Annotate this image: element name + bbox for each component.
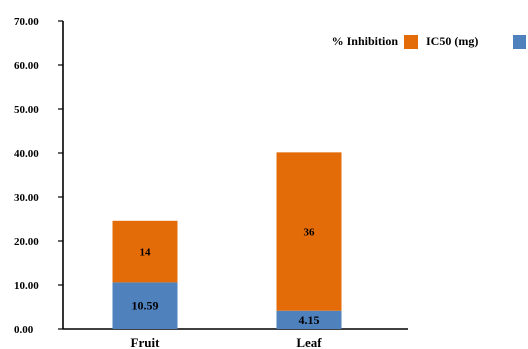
x-category-label: Fruit bbox=[131, 335, 161, 349]
y-tick-label: 20.00 bbox=[14, 236, 39, 248]
y-tick-label: 0.00 bbox=[14, 324, 34, 336]
legend-label-ic50: IC50 (mg) bbox=[426, 34, 478, 48]
y-tick-label: 30.00 bbox=[14, 192, 39, 204]
bar-fruit-ic50 bbox=[112, 282, 178, 329]
bar-fruit-inhibition bbox=[112, 220, 178, 283]
legend-label-inhibition: % Inhibition bbox=[332, 34, 399, 48]
bars: 10.59 14 4.15 36 bbox=[112, 152, 342, 329]
y-tick-label: 70.00 bbox=[14, 16, 39, 28]
x-category-label: Leaf bbox=[296, 335, 322, 349]
bar-leaf-ic50 bbox=[276, 310, 342, 329]
y-tick-label: 50.00 bbox=[14, 104, 39, 116]
legend-swatch-ic50 bbox=[513, 35, 526, 49]
y-tick-label: 40.00 bbox=[14, 148, 39, 160]
legend-swatch-inhibition bbox=[404, 35, 418, 49]
x-axis: Fruit Leaf bbox=[63, 328, 408, 349]
y-tick-label: 10.00 bbox=[14, 280, 39, 292]
bar-leaf-inhibition bbox=[276, 152, 342, 311]
legend: % Inhibition IC50 (mg) bbox=[332, 34, 526, 49]
y-tick-label: 60.00 bbox=[14, 60, 39, 72]
data-label: 10.59 bbox=[132, 299, 159, 313]
y-axis: 0.00 10.00 20.00 30.00 40.00 50.00 60.00 70.00 bbox=[14, 16, 64, 336]
data-label: 14 bbox=[140, 247, 152, 259]
data-label: 36 bbox=[304, 227, 316, 239]
data-label: 4.15 bbox=[299, 313, 320, 327]
